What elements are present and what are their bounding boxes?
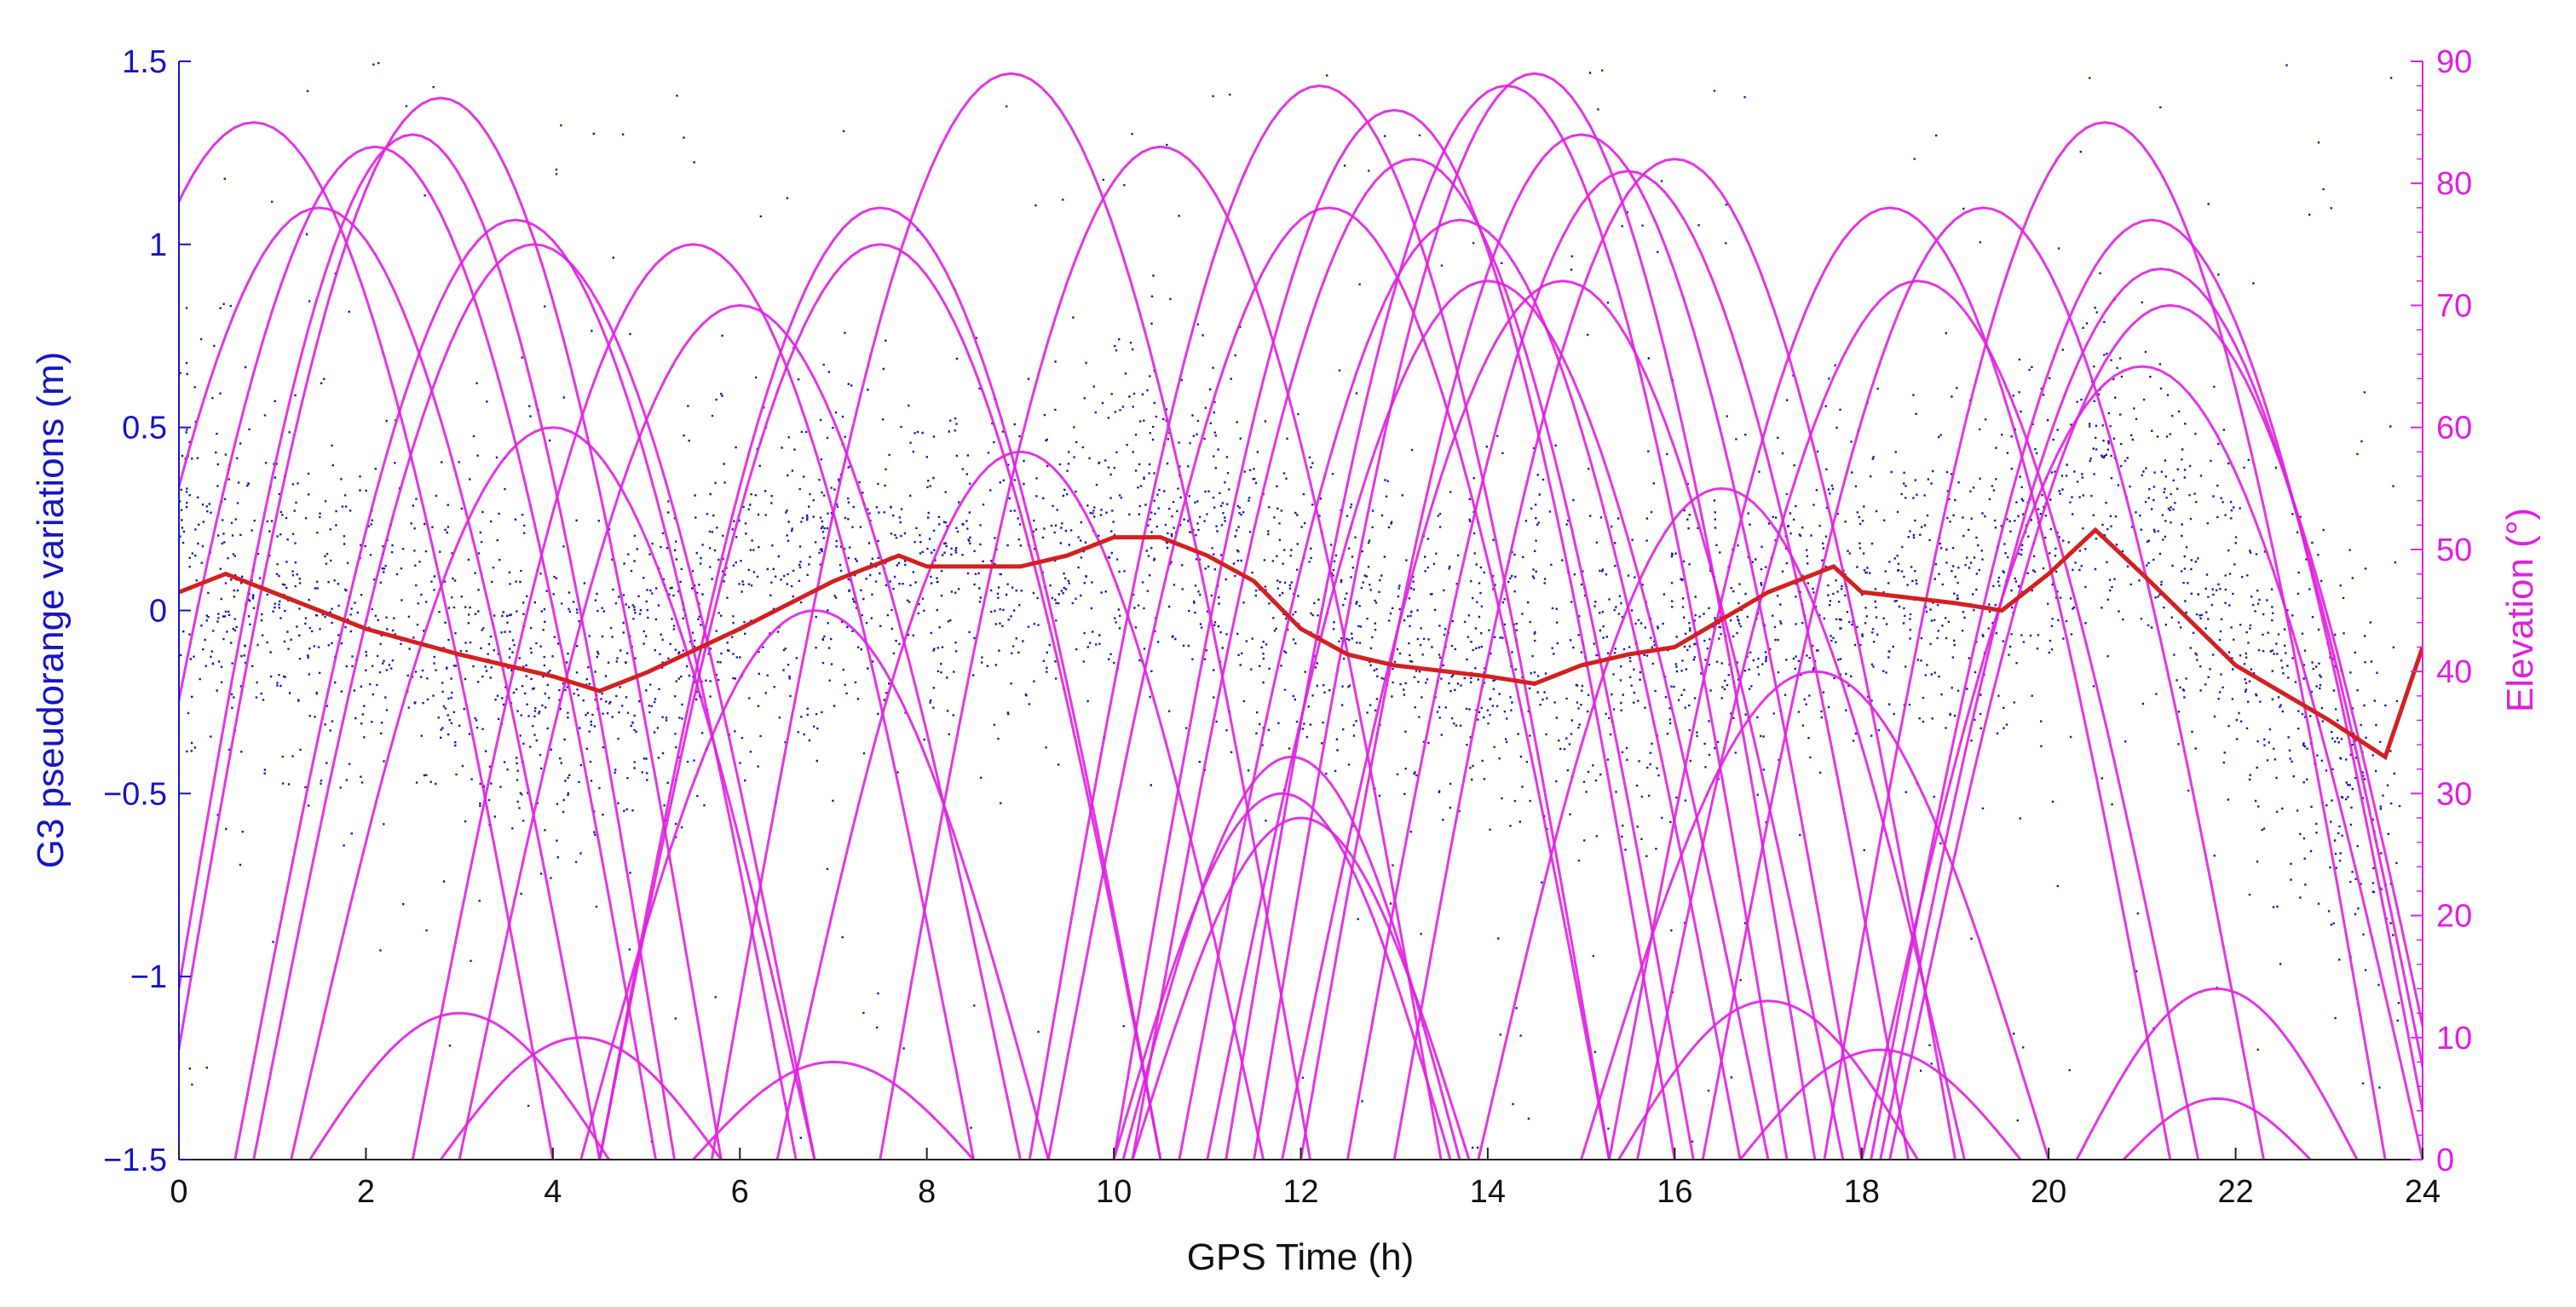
elevation-arc — [1823, 121, 2387, 1160]
y-left-tick-label: 0 — [149, 594, 167, 630]
elevation-arc — [308, 1011, 610, 1160]
elevation-arc — [1580, 670, 2050, 1160]
elevation-arc — [1392, 158, 1956, 1160]
x-tick-label: 12 — [1282, 1174, 1318, 1210]
axes — [178, 60, 2423, 1160]
x-axis-label: GPS Time (h) — [1187, 1236, 1415, 1278]
elevation-arc — [179, 145, 657, 1160]
x-tick-label: 18 — [1844, 1174, 1880, 1210]
y-left-tick-label: 1.5 — [122, 44, 167, 80]
elevation-arc — [2122, 1097, 2312, 1160]
elevation-arc — [1346, 170, 1910, 1160]
x-tick-label: 16 — [1657, 1174, 1692, 1210]
elevation-arc — [1617, 999, 1919, 1160]
elevation-arc — [179, 121, 555, 1160]
y-right-tick-label: 80 — [2436, 166, 2472, 202]
elevation-arc — [1112, 792, 1452, 1160]
y-right-tick-label: 70 — [2436, 288, 2472, 324]
elevation-arc — [1608, 206, 2172, 1160]
x-tick-label: 0 — [170, 1174, 187, 1210]
y-left-tick-label: −1.5 — [103, 1143, 167, 1178]
elevation-arc — [1253, 72, 1817, 1160]
elevation-arc — [1860, 365, 2423, 1160]
elevation-arc — [1888, 303, 2423, 1160]
elevation-arc — [1046, 206, 1611, 1160]
elevation-arc — [1879, 267, 2423, 1160]
elevation-arc — [598, 243, 1162, 1160]
x-tick-label: 4 — [544, 1174, 562, 1210]
y-left-tick-label: −1 — [130, 959, 167, 995]
elevation-arc — [252, 243, 816, 1160]
elevation-arc — [598, 206, 1162, 1160]
elevation-arc — [179, 206, 602, 1160]
elevation-arc — [411, 243, 975, 1160]
x-tick-label: 8 — [918, 1174, 936, 1210]
elevation-arc — [1701, 206, 2265, 1160]
elevation-arc — [1636, 279, 2200, 1160]
elevation-arc — [458, 303, 1022, 1160]
y-right-tick-label: 10 — [2436, 1021, 2472, 1057]
elevation-arc — [1131, 816, 1471, 1160]
elevation-arc — [179, 96, 723, 1160]
x-tick-label: 20 — [2031, 1174, 2066, 1210]
elevation-arc — [1300, 133, 1864, 1160]
y-left-tick-label: 1 — [149, 227, 167, 263]
y-right-tick-label: 40 — [2436, 654, 2472, 690]
elevation-arc — [233, 218, 798, 1160]
trend-layer — [179, 527, 2423, 761]
elevation-arc — [1477, 487, 1966, 1160]
elevation-arc — [579, 608, 1050, 1160]
y-axis-label-left: G3 pseudorange variations (m) — [30, 352, 72, 869]
x-tick-label: 2 — [357, 1174, 375, 1210]
x-tick-label: 24 — [2405, 1174, 2441, 1210]
elevation-arcs — [179, 72, 2423, 1160]
x-tick-label: 22 — [2217, 1174, 2253, 1210]
trend-line — [179, 527, 2423, 761]
y-axis-label-right: Elevation (°) — [2499, 508, 2541, 712]
elevation-arc — [1121, 755, 1461, 1160]
y-right-tick-label: 50 — [2436, 533, 2472, 568]
elevation-arc — [692, 1060, 975, 1160]
y-left-tick-label: −0.5 — [103, 776, 167, 812]
tick-labels: 0 2 4 6 8 10 12 14 16 18 20 22 24−1.5−1−0.500.511.50… — [103, 44, 2472, 1210]
y-right-tick-label: 90 — [2436, 44, 2472, 80]
elevation-arc — [1112, 108, 1676, 1160]
y-left-tick-label: 0.5 — [122, 411, 167, 446]
elevation-arc — [1870, 218, 2423, 1160]
y-right-tick-label: 30 — [2436, 776, 2472, 812]
y-right-tick-label: 0 — [2436, 1143, 2454, 1178]
plot-background — [179, 61, 2423, 1160]
elevation-arc — [290, 426, 816, 1160]
x-tick-label: 6 — [731, 1174, 749, 1210]
elevation-arc — [1178, 218, 1742, 1160]
y-right-tick-label: 20 — [2436, 899, 2472, 935]
elevation-arc — [439, 1036, 723, 1160]
x-tick-label: 14 — [1470, 1174, 1506, 1210]
elevation-arc — [2075, 987, 2359, 1160]
elevation-arc — [775, 450, 1265, 1160]
y-right-tick-label: 60 — [2436, 411, 2472, 446]
elevation-arc — [1738, 1048, 2022, 1160]
x-tick-label: 10 — [1096, 1174, 1132, 1210]
elevation-arc — [1028, 84, 1611, 1160]
elevation-arc — [179, 133, 676, 1160]
